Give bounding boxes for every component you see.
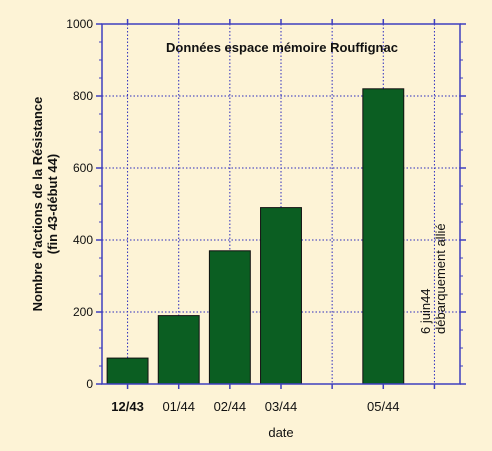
bar bbox=[362, 88, 405, 385]
x-tick-label: 12/43 bbox=[111, 399, 144, 414]
bars bbox=[106, 88, 405, 385]
grid bbox=[102, 24, 460, 384]
x-tick-label: 01/44 bbox=[162, 399, 195, 414]
y-tick-label: 200 bbox=[73, 305, 93, 319]
y-tick-label: 400 bbox=[73, 233, 93, 247]
y-tick-label: 800 bbox=[73, 89, 93, 103]
y-axis-label-line2: (fin 43-début 44) bbox=[45, 154, 60, 254]
bar bbox=[106, 357, 149, 385]
y-tick-label: 0 bbox=[86, 377, 93, 391]
y-tick-label: 1000 bbox=[66, 17, 93, 31]
x-tick-label: 05/44 bbox=[367, 399, 400, 414]
bar bbox=[208, 250, 251, 385]
chart-title: Données espace mémoire Rouffignac bbox=[166, 40, 398, 55]
x-axis-label: date bbox=[268, 425, 293, 440]
y-tick-label: 600 bbox=[73, 161, 93, 175]
x-tick-label: 02/44 bbox=[214, 399, 247, 414]
y-axis-label-line1: Nombre d'actions de la Résistance bbox=[30, 97, 45, 312]
ticks: 0 200 400 600 800 1000 12/43 01/44 02/44 03/44 05/… bbox=[66, 17, 466, 414]
annotation-line1: 6 juin44 bbox=[418, 288, 433, 334]
x-tick-label: 03/44 bbox=[265, 399, 298, 414]
bar bbox=[260, 207, 302, 385]
bar bbox=[157, 315, 200, 385]
annotation-line2: débarquement allié bbox=[433, 223, 448, 334]
